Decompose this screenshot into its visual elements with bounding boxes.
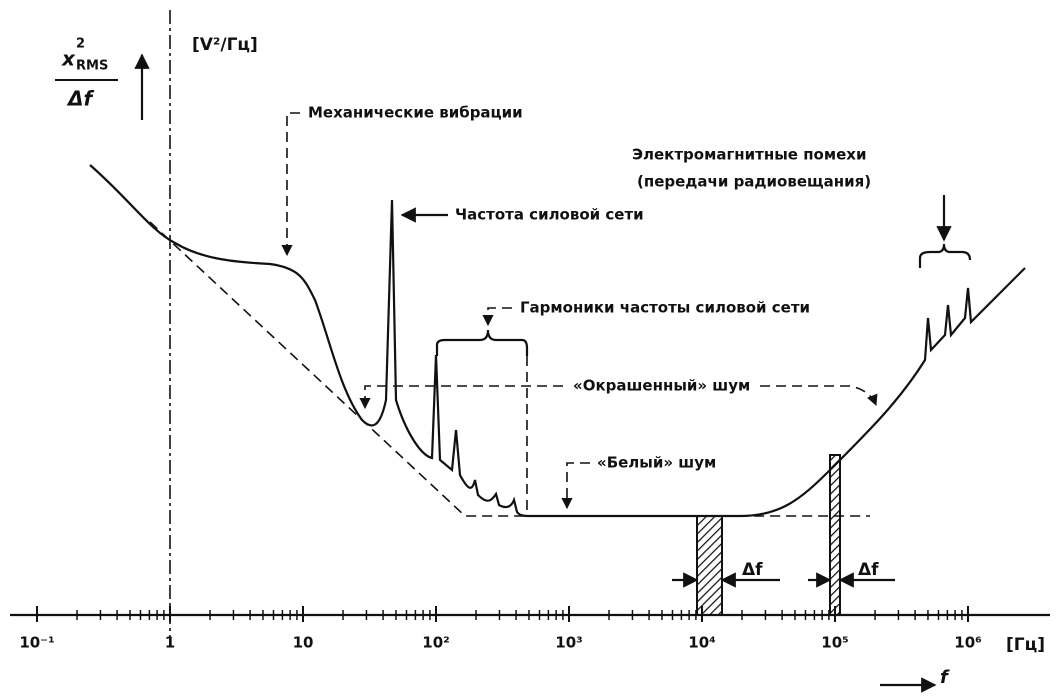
brace — [435, 329, 529, 356]
annotation: Механические вибрации — [308, 104, 523, 122]
y-power: 2 — [76, 37, 85, 52]
leader — [482, 307, 512, 327]
x-tick-label: 10⁻¹ — [19, 634, 54, 652]
x-tick-label: 10⁶ — [954, 634, 981, 652]
leader — [281, 112, 300, 257]
x-tick-label: 10⁴ — [688, 634, 715, 652]
x-ticks: 10⁻¹ 1 10 10² 10³ 10⁴ 10⁵ 10⁶ — [19, 606, 982, 652]
x-tick-label: 10⁵ — [821, 634, 848, 652]
x-tick-label: 10² — [422, 634, 449, 652]
x-tick-label: 10 — [293, 634, 314, 652]
df-label: Δf — [858, 560, 879, 580]
band-1 — [696, 515, 723, 616]
df-label: Δf — [742, 560, 763, 580]
x-symbol: f — [940, 667, 950, 688]
annotation: Электромагнитные помехи — [632, 146, 867, 164]
leader — [760, 385, 878, 407]
annotation: «Окрашенный» шум — [573, 377, 750, 395]
asymptote — [149, 221, 870, 517]
y-subscript: RMS — [76, 59, 108, 74]
y-unit: [V²/Гц] — [192, 35, 258, 55]
annotation: Частота силовой сети — [455, 206, 644, 224]
annotation: (передачи радиовещания) — [637, 173, 871, 191]
brace — [918, 243, 972, 268]
annotation: Гармоники частоты силовой сети — [520, 299, 810, 317]
x-tick-label: 10³ — [555, 634, 582, 652]
band-2 — [829, 454, 841, 616]
y-denominator: Δf — [66, 87, 94, 111]
leader — [359, 385, 563, 410]
leader — [561, 462, 590, 510]
noise-curve — [89, 164, 1026, 518]
x-tick-label: 1 — [165, 634, 175, 652]
x-unit: [Гц] — [1006, 635, 1045, 655]
y-symbol: x — [61, 47, 76, 71]
annotation: «Белый» шум — [597, 454, 716, 472]
